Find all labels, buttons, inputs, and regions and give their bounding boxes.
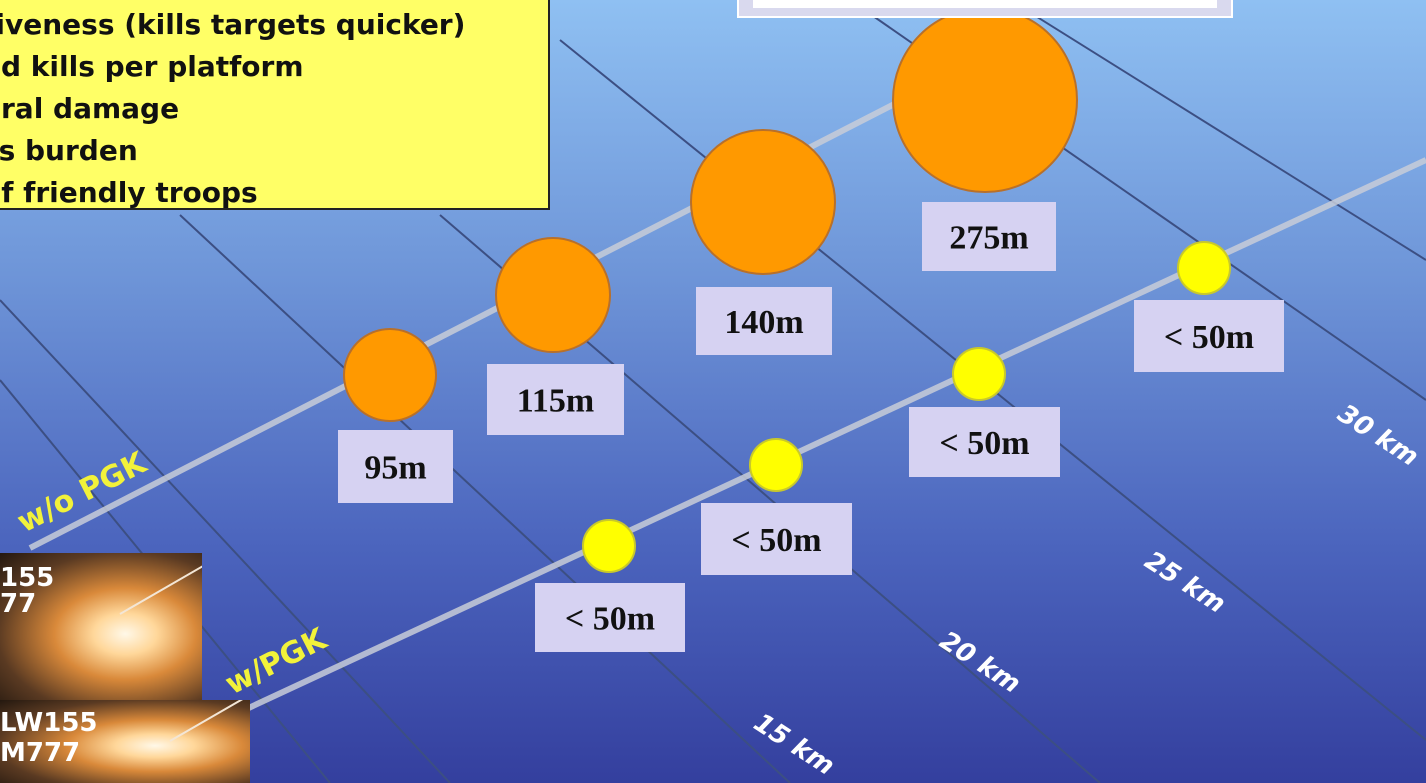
cep-label-box-with-pgk-30km: [1134, 300, 1284, 372]
marks-without-pgk: 95m 115m 140m 275m: [338, 7, 1078, 503]
cep-label-box-with-pgk-20km: [701, 503, 852, 575]
cep-label-box-with-pgk-25km: [909, 407, 1060, 477]
range-line-15km: [0, 299, 451, 783]
benefit-line: eral damage: [0, 92, 180, 125]
cep-label-without-pgk-25km: 140m: [724, 304, 803, 341]
cep-label-box-without-pgk-25km: [696, 287, 832, 355]
cep-label-with-pgk-20km: < 50m: [731, 522, 821, 559]
photo-caption-line2: 77: [0, 589, 37, 619]
cep-marker-with-pgk-25km: [952, 347, 1006, 401]
benefit-line: tiveness (kills targets quicker): [0, 8, 466, 41]
cep-label-with-pgk-30km: < 50m: [1164, 319, 1254, 356]
range-label-30km: 30 km: [1332, 399, 1424, 473]
cep-label-without-pgk-20km: 115m: [517, 383, 594, 420]
range-label-20km: 20 km: [934, 626, 1026, 700]
howitzer-photo-bottom: LW155 M777: [0, 700, 250, 783]
range-label-25km: 25 km: [1139, 546, 1231, 620]
range-label-15km: 15 km: [748, 708, 840, 782]
barrel-trace: [169, 700, 250, 742]
title-box: [737, 0, 1233, 18]
range-line-15km-far: [179, 214, 791, 783]
cep-label-box-without-pgk-20km: [487, 364, 624, 435]
cep-marker-without-pgk-25km: [690, 129, 836, 275]
howitzer-photo-top: 155 77: [0, 553, 202, 700]
benefit-line: cs burden: [0, 134, 138, 167]
photo-caption-line2: M777: [0, 738, 81, 768]
photo-caption-line1: 155: [0, 563, 55, 593]
cep-marker-without-pgk-30km: [892, 7, 1078, 193]
cep-marker-without-pgk-20km: [495, 237, 611, 353]
photo-caption-line1: LW155: [0, 708, 98, 738]
cep-marker-with-pgk-20km: [749, 438, 803, 492]
title-box-inner: [753, 0, 1217, 8]
series-label-with-pgk: w/PGK: [220, 621, 334, 702]
cep-label-box-without-pgk-30km: [922, 202, 1056, 271]
benefits-callout: tiveness (kills targets quicker) ed kill…: [0, 0, 550, 210]
barrel-trace: [119, 558, 202, 615]
cep-label-box-without-pgk-15km: [338, 430, 453, 503]
cep-label-with-pgk-25km: < 50m: [939, 425, 1029, 462]
range-line-top: [1009, 0, 1426, 261]
trend-line-with-pgk: [238, 157, 1426, 715]
cep-marker-with-pgk-30km: [1177, 241, 1231, 295]
cep-marker-with-pgk-15km: [582, 519, 636, 573]
cep-label-without-pgk-15km: 95m: [364, 450, 426, 487]
benefit-line: ed kills per platform: [0, 50, 304, 83]
cep-label-without-pgk-30km: 275m: [949, 220, 1028, 257]
cep-marker-without-pgk-15km: [343, 328, 437, 422]
cep-label-with-pgk-15km: < 50m: [565, 601, 655, 638]
benefit-line: of friendly troops: [0, 176, 258, 209]
cep-label-box-with-pgk-15km: [535, 583, 685, 652]
marks-with-pgk: < 50m < 50m < 50m < 50m: [535, 241, 1284, 652]
